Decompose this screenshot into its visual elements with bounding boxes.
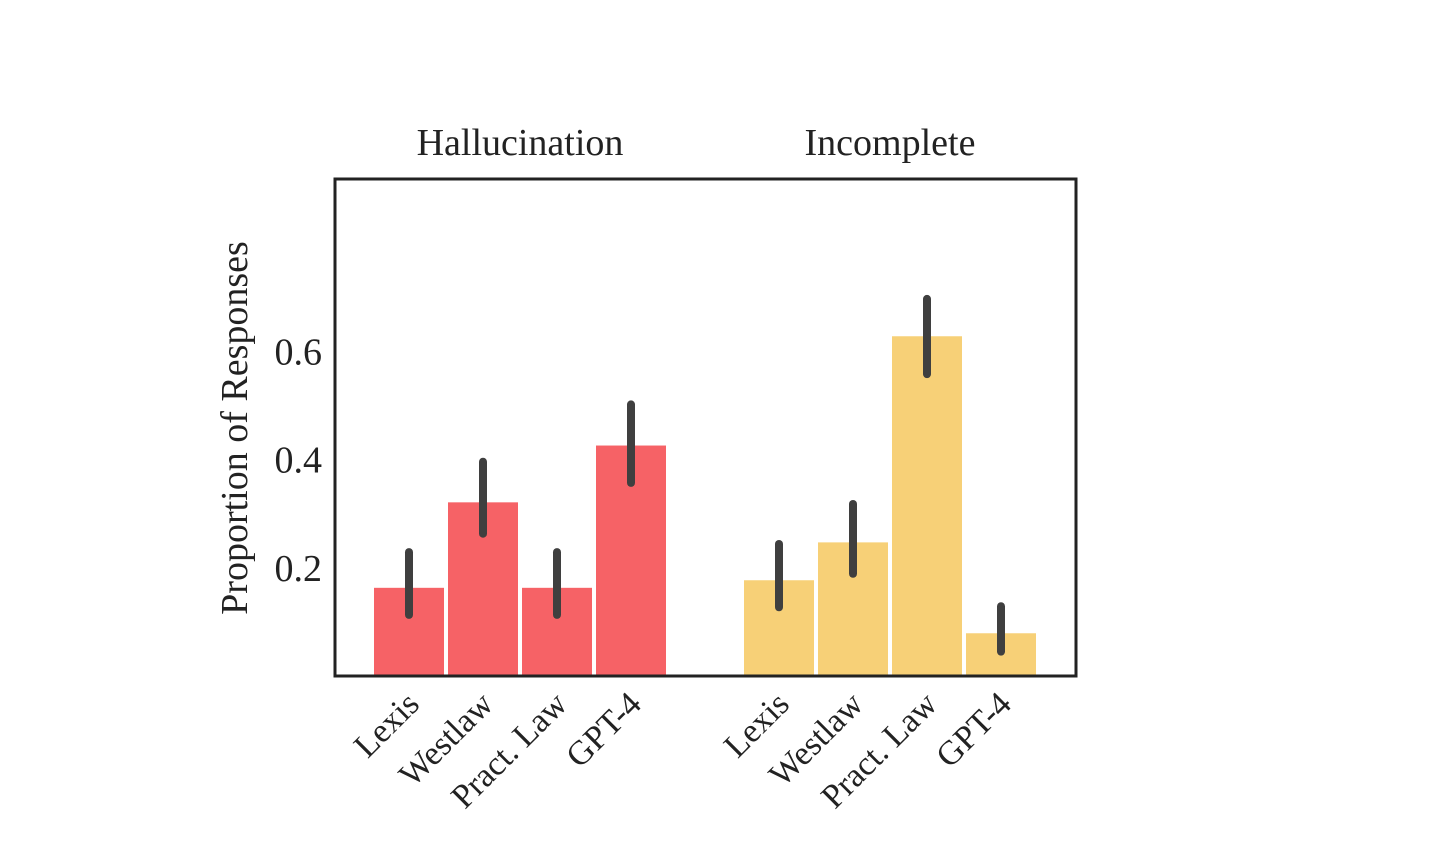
error-bars <box>405 294 1005 656</box>
category-label: GPT-4 <box>929 685 1018 774</box>
y-tick-labels: 0.2 0.4 0.6 <box>275 331 323 589</box>
y-tick-label: 0.2 <box>275 548 323 590</box>
bar-incomplete-2 <box>892 336 962 676</box>
y-tick-label: 0.6 <box>275 331 323 373</box>
category-label: GPT-4 <box>559 685 648 774</box>
y-tick-label: 0.4 <box>275 440 323 482</box>
plot-frame <box>333 177 1078 678</box>
group-titles: Hallucination Incomplete <box>417 122 976 164</box>
y-axis-title: Proportion of Responses <box>214 241 256 615</box>
bars <box>374 336 1036 676</box>
group-title-hallucination: Hallucination <box>417 122 624 164</box>
group-title-incomplete: Incomplete <box>805 122 976 164</box>
